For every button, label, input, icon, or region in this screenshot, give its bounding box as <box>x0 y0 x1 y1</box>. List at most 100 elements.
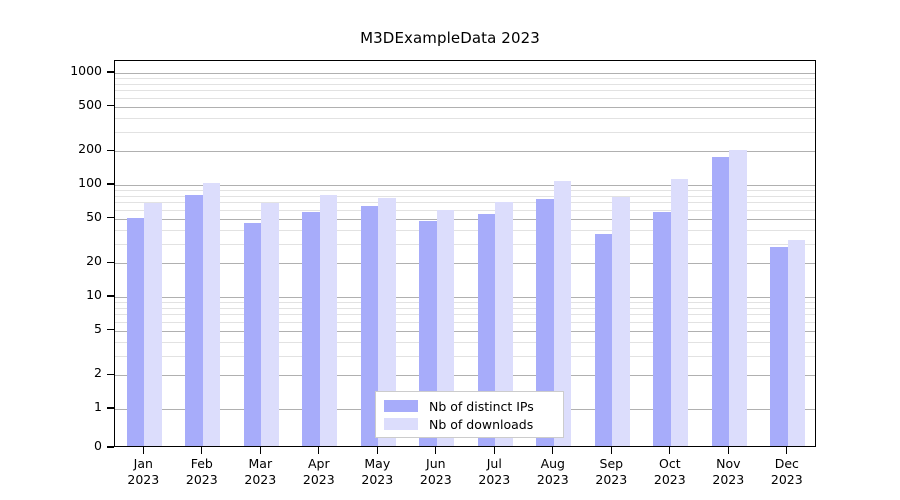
bar-downloads <box>319 195 338 446</box>
x-axis-tick-label-month: Nov <box>716 456 741 471</box>
bar-downloads <box>553 181 572 446</box>
bar-distinct-ips <box>770 246 788 446</box>
y-axis-tick <box>107 261 114 263</box>
bar-downloads <box>787 240 806 446</box>
gridline <box>115 307 815 309</box>
legend-item-label: Nb of downloads <box>429 416 534 432</box>
x-axis-tick-label-month: Feb <box>190 456 213 471</box>
x-axis-tick <box>552 447 554 454</box>
gridline <box>115 355 815 357</box>
x-axis-tick-label-year: 2023 <box>770 472 803 487</box>
gridline <box>115 218 815 220</box>
x-axis-tick-label-year: 2023 <box>185 472 218 487</box>
legend-item-label: Nb of distinct IPs <box>429 398 534 414</box>
legend-swatch-icon <box>384 400 418 412</box>
x-axis-tick-label: Nov 2023 <box>712 456 744 488</box>
y-axis-tick <box>107 329 114 331</box>
x-axis-tick-label: Dec 2023 <box>771 456 803 488</box>
gridline <box>115 97 815 99</box>
x-axis-tick <box>610 447 612 454</box>
x-axis-tick-label: Oct 2023 <box>654 456 686 488</box>
x-axis-tick-label-month: Dec <box>774 456 799 471</box>
x-axis-tick-label-month: Apr <box>307 456 330 471</box>
y-axis-tick-label-text: 20 <box>86 253 102 269</box>
x-axis-tick <box>142 447 144 454</box>
x-axis-tick-label: Jun 2023 <box>420 456 452 488</box>
x-axis-tick-label-year: 2023 <box>419 472 452 487</box>
x-axis-tick-label-year: 2023 <box>244 472 277 487</box>
x-axis-tick-label-year: 2023 <box>653 472 686 487</box>
gridline <box>115 185 815 186</box>
gridline <box>115 330 815 332</box>
x-axis-tick <box>435 447 437 454</box>
x-axis-tick-label: Jan 2023 <box>127 456 159 488</box>
gridline <box>115 243 815 245</box>
x-axis-tick-label: May 2023 <box>361 456 393 488</box>
x-axis-tick-label-month: May <box>364 456 391 471</box>
legend-item[interactable]: Nb of downloads <box>384 415 555 433</box>
x-axis-tick-label: Aug 2023 <box>537 456 569 488</box>
x-axis-tick-label-year: 2023 <box>127 472 160 487</box>
y-axis-tick-label-text: 10 <box>86 287 102 302</box>
gridline <box>115 83 815 85</box>
bar-downloads <box>202 182 221 446</box>
gridline <box>115 321 815 323</box>
x-axis-tick-label-year: 2023 <box>712 472 745 487</box>
y-axis-tick-label-text: 0 <box>94 438 102 453</box>
y-axis-tick <box>107 407 114 409</box>
y-axis-tick <box>107 217 114 219</box>
x-axis-tick-label-year: 2023 <box>536 472 569 487</box>
legend-item[interactable]: Nb of distinct IPs <box>384 397 555 415</box>
y-axis-tick-label-text: 500 <box>78 96 102 112</box>
chart-legend: Nb of distinct IPs Nb of downloads <box>375 391 564 438</box>
bar-downloads <box>495 201 513 446</box>
gridline <box>115 263 815 265</box>
gridline <box>115 202 815 204</box>
gridline <box>115 73 815 74</box>
x-axis-tick <box>376 447 378 454</box>
y-axis-tick-label-text: 200 <box>78 141 102 157</box>
x-axis-tick-label-month: Sep <box>599 456 624 471</box>
y-axis-tick-label-text: 1 <box>94 399 102 414</box>
x-axis-tick-label-month: Jul <box>486 456 502 471</box>
x-axis-tick-label-year: 2023 <box>478 472 511 487</box>
bar-distinct-ips <box>360 205 379 446</box>
chart-title: M3DExampleData 2023 <box>360 29 540 47</box>
bar-downloads <box>612 197 630 446</box>
y-axis-tick-label-text: 2 <box>94 365 102 381</box>
bar-downloads <box>261 203 279 446</box>
x-axis-tick <box>727 447 729 454</box>
x-axis-tick <box>493 447 495 454</box>
gridline <box>115 78 815 80</box>
x-axis-tick-label-month: Aug <box>540 456 565 471</box>
gridline <box>115 117 815 119</box>
gridline <box>115 190 815 192</box>
x-axis-tick-label-month: Jan <box>133 456 153 471</box>
x-axis-tick-label-month: Mar <box>248 456 273 471</box>
x-axis-tick <box>786 447 788 454</box>
x-axis-tick-label: Feb 2023 <box>186 456 218 488</box>
bar-downloads <box>670 179 689 446</box>
x-axis-tick <box>201 447 203 454</box>
y-axis-tick-label-text: 100 <box>78 175 102 190</box>
gridline <box>115 302 815 304</box>
bar-distinct-ips <box>126 217 145 446</box>
x-axis-tick-label: Mar 2023 <box>244 456 276 488</box>
gridline <box>115 106 815 108</box>
bar-downloads <box>729 149 747 446</box>
bar-distinct-ips <box>302 212 320 446</box>
gridline <box>115 375 815 377</box>
y-axis-tick <box>107 105 114 107</box>
gridline <box>115 297 815 298</box>
y-axis-tick <box>107 149 114 151</box>
x-axis-tick-label: Jul 2023 <box>478 456 510 488</box>
gridline <box>115 131 815 133</box>
y-axis-tick <box>107 373 114 375</box>
y-axis-tick-labels: 1000 500 200 100 50 20 10 5 2 1 0 <box>0 0 102 500</box>
bar-downloads <box>144 203 162 446</box>
bar-distinct-ips <box>477 213 496 446</box>
y-axis-tick-label-text: 5 <box>94 320 102 336</box>
gridline <box>115 229 815 231</box>
x-axis-tick <box>259 447 261 454</box>
